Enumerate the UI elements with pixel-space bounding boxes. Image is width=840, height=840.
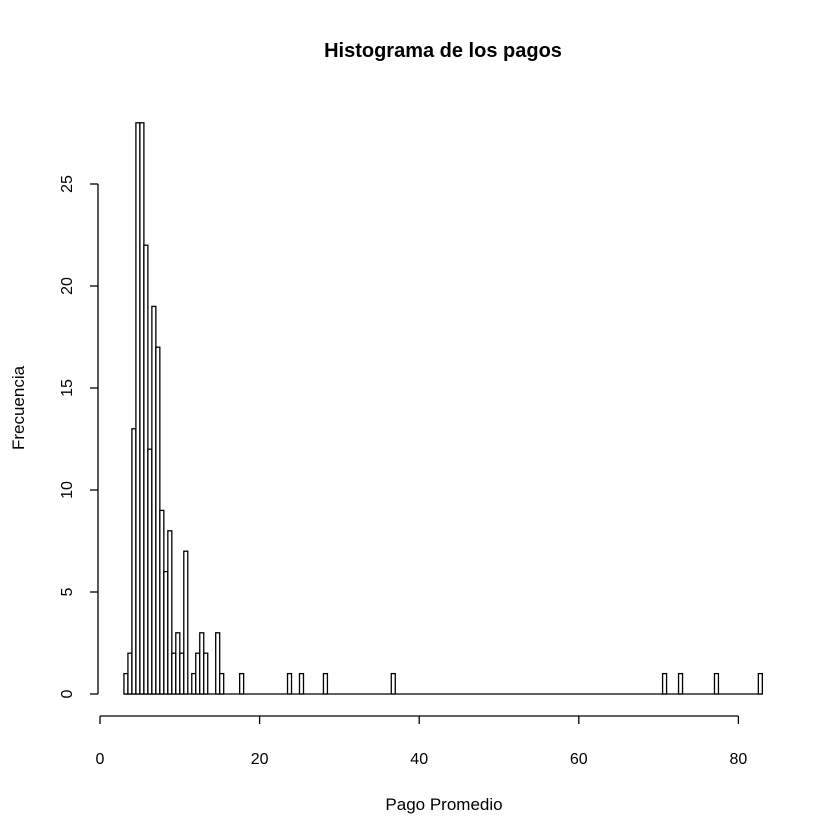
x-tick-label: 60 [570, 751, 588, 768]
y-axis: 0 5 10 15 20 25 [59, 175, 99, 698]
histogram-bar [183, 550, 189, 695]
x-tick-label: 20 [251, 751, 269, 768]
x-ticks: 0 20 40 60 80 [96, 716, 748, 768]
x-tick-label: 40 [410, 751, 428, 768]
histogram-bar [219, 672, 225, 695]
bars-layer [123, 122, 763, 695]
histogram-bar [390, 672, 396, 695]
histogram-bar [322, 672, 329, 695]
x-tick-label: 80 [730, 751, 748, 768]
histogram-bar [757, 672, 763, 695]
y-tick-label: 10 [59, 481, 76, 499]
y-tick-label: 0 [59, 689, 76, 698]
x-tick-label: 0 [96, 751, 105, 768]
y-axis-label: Frecuencia [9, 365, 28, 450]
y-tick-label: 20 [59, 277, 76, 295]
histogram-bar [215, 632, 221, 695]
y-tick-label: 15 [59, 379, 76, 397]
x-axis: 0 20 40 60 80 [96, 715, 748, 768]
x-axis-label: Pago Promedio [385, 795, 502, 814]
histogram-bar [238, 672, 245, 695]
y-tick-label: 5 [59, 587, 76, 596]
histogram-bar [713, 672, 720, 695]
histogram-bar [203, 652, 209, 695]
y-tick-label: 25 [59, 175, 76, 193]
chart-title: Histograma de los pagos [324, 40, 562, 62]
histogram-bar [167, 530, 173, 695]
histogram-bar [286, 672, 293, 695]
y-ticks: 0 5 10 15 20 25 [59, 175, 98, 698]
histogram-bar [661, 672, 668, 695]
histogram-bar [298, 672, 305, 695]
histogram-bar [677, 672, 684, 695]
